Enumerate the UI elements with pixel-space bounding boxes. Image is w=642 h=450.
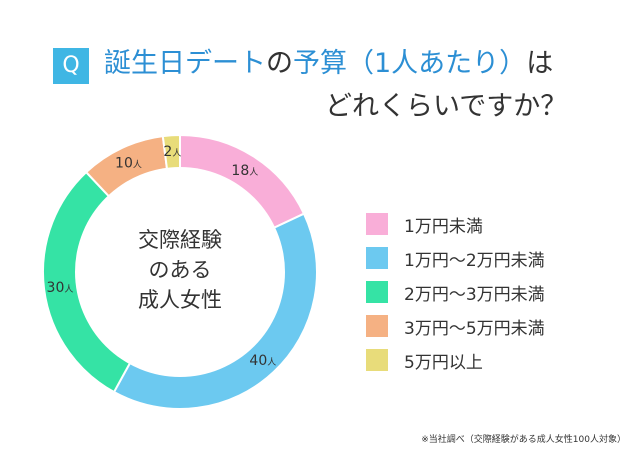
legend-swatch [366, 281, 388, 303]
value-label-3: 30人 [47, 280, 74, 296]
legend-item-4: 3万円〜5万円未満 [366, 309, 545, 343]
question-badge: Q [53, 48, 89, 84]
legend: 1万円未満 1万円〜2万円未満 2万円〜3万円未満 3万円〜5万円未満 5万円以上 [366, 207, 545, 377]
center-label-line-1: 交際経験 [138, 228, 222, 252]
legend-label: 5万円以上 [404, 352, 483, 373]
value-label-1: 18人 [231, 163, 258, 179]
footnote: ※当社調べ（交際経験がある成人女性100人対象） [421, 435, 626, 445]
title-part-wa: は [526, 48, 554, 79]
value-labels: 18人 40人 30人 10人 2人 [47, 144, 277, 369]
center-label-line-3: 成人女性 [138, 288, 222, 312]
value-label-2: 40人 [249, 353, 276, 369]
value-label-5: 2人 [163, 144, 181, 160]
legend-item-5: 5万円以上 [366, 343, 545, 377]
chart-title-line2: どれくらいですか？ [325, 91, 568, 122]
title-part-birthday-date: 誕生日デート [104, 48, 266, 79]
legend-swatch [366, 349, 388, 371]
legend-swatch [366, 315, 388, 337]
legend-item-3: 2万円〜3万円未満 [366, 275, 545, 309]
chart-title: 誕生日デートの予算（1人あたり）は [104, 42, 624, 86]
legend-swatch [366, 213, 388, 235]
legend-label: 3万円〜5万円未満 [404, 318, 545, 339]
legend-item-1: 1万円未満 [366, 207, 545, 241]
legend-label: 1万円〜2万円未満 [404, 250, 545, 271]
center-label-line-2: のある [149, 258, 212, 282]
donut-hole [75, 167, 285, 377]
title-part-no: の [266, 48, 293, 79]
legend-swatch [366, 247, 388, 269]
legend-label: 1万円未満 [404, 216, 483, 237]
legend-label: 2万円〜3万円未満 [404, 284, 545, 305]
value-label-4: 10人 [115, 156, 142, 172]
title-part-budget: 予算（1人あたり） [293, 48, 527, 79]
legend-item-2: 1万円〜2万円未満 [366, 241, 545, 275]
